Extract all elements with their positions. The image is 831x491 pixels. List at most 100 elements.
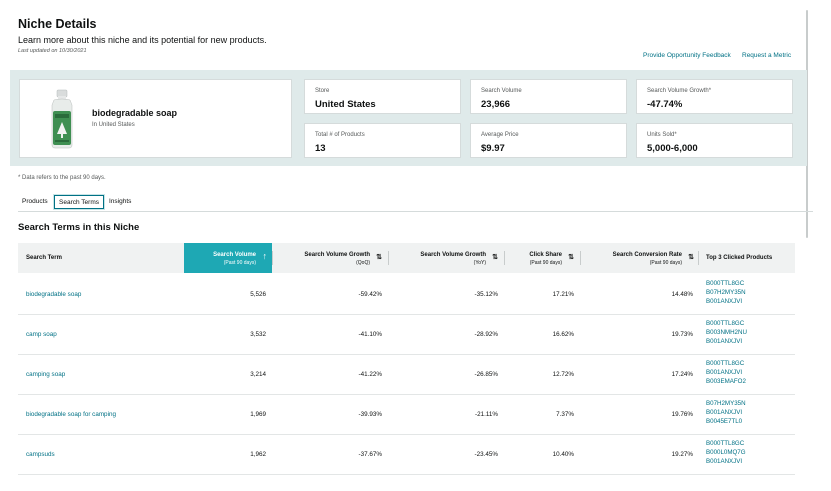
product-asin-link[interactable]: B001ANXJVI bbox=[706, 409, 743, 416]
metric-label: Units Sold* bbox=[647, 132, 677, 138]
column-header-search-volume[interactable]: Search Volume (Past 90 days) ↑ bbox=[184, 243, 272, 273]
product-asin-link[interactable]: B001ANXJVI bbox=[706, 298, 743, 305]
sort-icon[interactable]: ⇅ bbox=[568, 254, 574, 261]
growth-yoy-value: -26.85% bbox=[474, 371, 498, 378]
click-share-value: 16.62% bbox=[552, 331, 574, 338]
search-term-link[interactable]: biodegradable soap bbox=[26, 291, 82, 298]
growth-yoy-value: -21.11% bbox=[475, 411, 498, 418]
product-asin-link[interactable]: B001ANXJVI bbox=[706, 369, 743, 376]
product-asin-link[interactable]: B07H2MY35N bbox=[706, 289, 746, 296]
growth-qoq-value: -41.10% bbox=[358, 331, 382, 338]
growth-qoq-value: -37.67% bbox=[358, 451, 382, 458]
product-asin-link[interactable]: B000TTL8GC bbox=[706, 360, 745, 367]
search-volume-value: 3,532 bbox=[250, 331, 266, 338]
top-clicked-products: B000TTL8GC B003NMH2NU B001ANXJVI bbox=[706, 319, 747, 346]
search-term-link[interactable]: biodegradable soap for camping bbox=[26, 411, 116, 418]
column-title: Search Term bbox=[26, 255, 62, 261]
metric-value: 13 bbox=[315, 143, 326, 154]
metric-value: 5,000-6,000 bbox=[647, 143, 698, 154]
column-title: Search Volume Growth bbox=[420, 252, 486, 258]
product-card: biodegradable soap In United States bbox=[19, 79, 292, 158]
search-term-link[interactable]: camp soap bbox=[26, 331, 57, 338]
column-divider bbox=[504, 251, 505, 265]
metric-label: Store bbox=[315, 88, 330, 94]
column-title: Search Volume bbox=[213, 252, 256, 258]
column-header-click-share[interactable]: Click Share (Past 90 days) ⇅ bbox=[504, 243, 580, 273]
column-header-top-clicked-products: Top 3 Clicked Products bbox=[698, 243, 795, 273]
table-header: Search Term Search Volume (Past 90 days)… bbox=[18, 243, 795, 273]
conversion-rate-value: 17.24% bbox=[671, 371, 693, 378]
metric-units-sold: Units Sold* 5,000-6,000 bbox=[636, 123, 793, 158]
request-metric-link[interactable]: Request a Metric bbox=[742, 52, 792, 59]
product-asin-link[interactable]: B07H2MY35N bbox=[706, 400, 746, 407]
conversion-rate-value: 19.76% bbox=[671, 411, 693, 418]
click-share-value: 17.21% bbox=[552, 291, 574, 298]
sort-icon[interactable]: ⇅ bbox=[688, 254, 694, 261]
sort-ascending-icon[interactable]: ↑ bbox=[262, 251, 268, 261]
tab-search-terms[interactable]: Search Terms bbox=[54, 195, 104, 209]
column-title: Search Volume Growth bbox=[304, 252, 370, 258]
conversion-rate-value: 14.48% bbox=[671, 291, 693, 298]
click-share-value: 10.40% bbox=[552, 451, 574, 458]
column-title: Click Share bbox=[529, 252, 562, 258]
column-title: Search Conversion Rate bbox=[612, 252, 682, 258]
provide-feedback-link[interactable]: Provide Opportunity Feedback bbox=[643, 52, 731, 59]
column-header-growth-yoy[interactable]: Search Volume Growth (YoY) ⇅ bbox=[388, 243, 504, 273]
conversion-rate-value: 19.73% bbox=[671, 331, 693, 338]
growth-yoy-value: -23.45% bbox=[474, 451, 498, 458]
metric-value: -47.74% bbox=[647, 99, 683, 110]
data-footnote: * Data refers to the past 90 days. bbox=[18, 175, 106, 181]
section-title: Search Terms in this Niche bbox=[18, 222, 140, 233]
column-subtitle: (Past 90 days) bbox=[649, 260, 682, 266]
metric-value: 23,966 bbox=[481, 99, 511, 110]
product-asin-link[interactable]: B003NMH2NU bbox=[706, 329, 747, 336]
metric-search-volume: Search Volume 23,966 bbox=[470, 79, 627, 114]
top-clicked-products: B000TTL8GC B07H2MY35N B001ANXJVI bbox=[706, 279, 746, 306]
table-row: campsuds 1,962 -37.67% -23.45% 10.40% 19.27% B… bbox=[18, 434, 795, 475]
product-asin-link[interactable]: B001ANXJVI bbox=[706, 458, 743, 465]
growth-qoq-value: -41.22% bbox=[358, 371, 382, 378]
tab-products[interactable]: Products bbox=[22, 198, 48, 205]
product-asin-link[interactable]: B000TTL8GC bbox=[706, 320, 745, 327]
product-asin-link[interactable]: B0045E7TL0 bbox=[706, 418, 743, 425]
search-volume-value: 1,969 bbox=[250, 411, 266, 418]
click-share-value: 7.37% bbox=[556, 411, 574, 418]
column-subtitle: (QoQ) bbox=[356, 260, 370, 266]
product-image bbox=[51, 89, 73, 149]
product-asin-link[interactable]: B000L0MQ7G bbox=[706, 449, 746, 456]
column-header-conversion-rate[interactable]: Search Conversion Rate (Past 90 days) ⇅ bbox=[580, 243, 698, 273]
column-divider bbox=[388, 251, 389, 265]
search-volume-value: 1,962 bbox=[250, 451, 266, 458]
table-row: camp soap 3,532 -41.10% -28.92% 16.62% 19.73%… bbox=[18, 314, 795, 355]
sort-icon[interactable]: ⇅ bbox=[376, 254, 382, 261]
top-clicked-products: B000TTL8GC B000L0MQ7G B001ANXJVI bbox=[706, 439, 746, 466]
search-volume-value: 3,214 bbox=[250, 371, 266, 378]
top-clicked-products: B000TTL8GC B001ANXJVI B003EMAFO2 bbox=[706, 359, 746, 386]
product-asin-link[interactable]: B003EMAFO2 bbox=[706, 378, 746, 385]
product-asin-link[interactable]: B001ANXJVI bbox=[706, 338, 743, 345]
column-divider bbox=[698, 251, 699, 265]
product-asin-link[interactable]: B000TTL8GC bbox=[706, 440, 745, 447]
search-term-link[interactable]: camping soap bbox=[26, 371, 66, 378]
page-scrollbar[interactable] bbox=[806, 10, 808, 238]
tab-insights[interactable]: Insights bbox=[109, 198, 132, 205]
column-header-growth-qoq[interactable]: Search Volume Growth (QoQ) ⇅ bbox=[272, 243, 388, 273]
top-clicked-products: B07H2MY35N B001ANXJVI B0045E7TL0 bbox=[706, 399, 746, 426]
product-asin-link[interactable]: B000TTL8GC bbox=[706, 280, 745, 287]
metric-store: Store United States bbox=[304, 79, 461, 114]
sort-icon[interactable]: ⇅ bbox=[492, 254, 498, 261]
table-row: biodegradable soap 5,526 -59.42% -35.12% 17.… bbox=[18, 274, 795, 315]
metric-search-volume-growth: Search Volume Growth* -47.74% bbox=[636, 79, 793, 114]
column-subtitle: (Past 90 days) bbox=[529, 260, 562, 266]
growth-yoy-value: -28.92% bbox=[474, 331, 498, 338]
metric-total-products: Total # of Products 13 bbox=[304, 123, 461, 158]
growth-yoy-value: -35.12% bbox=[474, 291, 498, 298]
conversion-rate-value: 19.27% bbox=[671, 451, 693, 458]
page-title: Niche Details bbox=[18, 17, 97, 31]
metric-label: Search Volume Growth* bbox=[647, 88, 712, 94]
column-subtitle: (YoY) bbox=[473, 260, 486, 266]
column-title: Top 3 Clicked Products bbox=[706, 255, 773, 261]
search-volume-value: 5,526 bbox=[250, 291, 266, 298]
last-updated-text: Last updated on 10/30/2021 bbox=[18, 48, 87, 54]
search-term-link[interactable]: campsuds bbox=[26, 451, 55, 458]
